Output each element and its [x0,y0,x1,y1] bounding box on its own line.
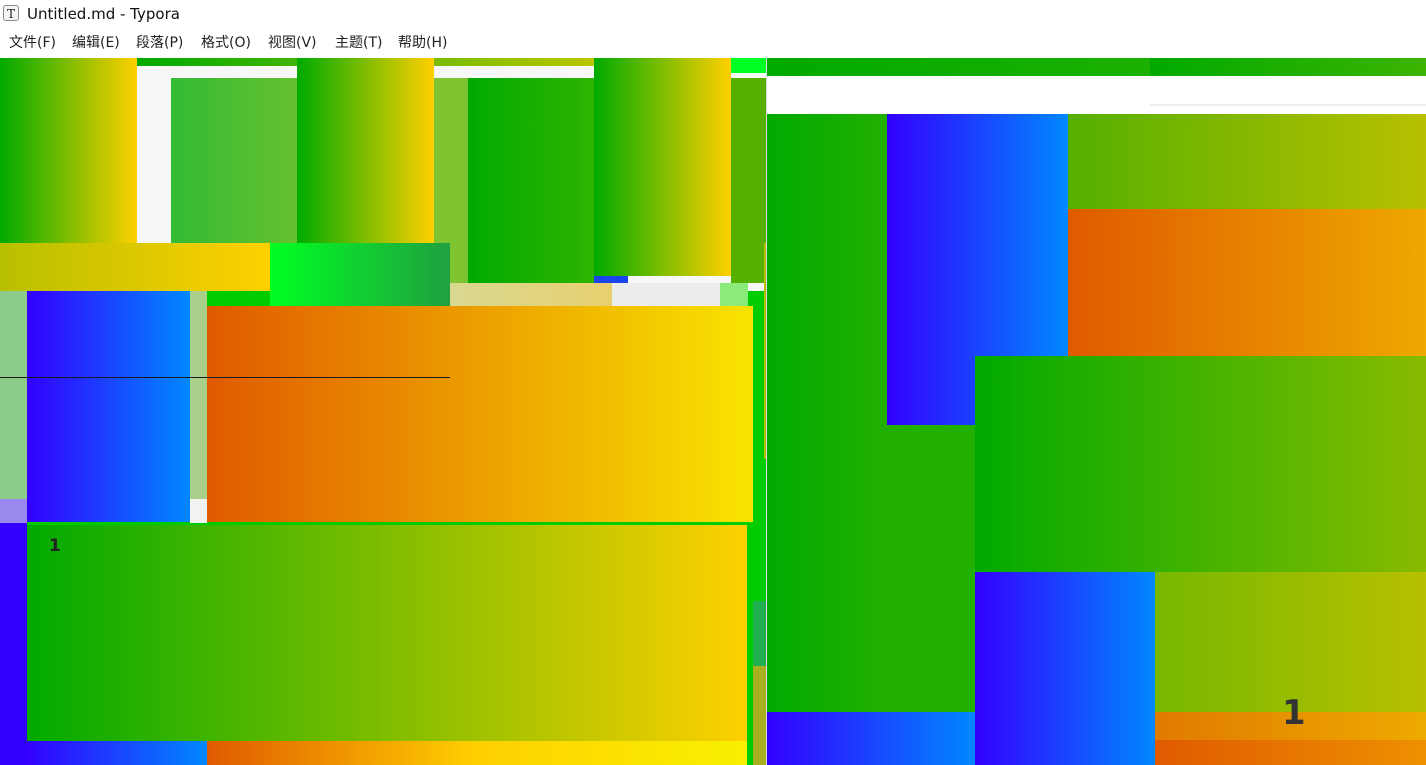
white-chip [190,499,207,523]
lavender-chip [0,499,27,523]
bright-green-tab [731,58,766,73]
pane-divider-line [766,58,767,765]
right-olive-tile [1155,572,1426,712]
right-blue-tile-2 [975,572,1155,765]
teal-sliver [753,601,766,666]
wide-gradient-tile [27,525,747,741]
mint-band [720,283,748,306]
right-marker-number: 1 [1282,693,1306,733]
gradient-tile-2 [297,58,434,243]
top-stripe [136,58,766,66]
menu-paragraph[interactable]: 段落(P) [136,35,184,51]
yellow-band [0,243,270,291]
pale-band [612,283,720,306]
sand-band [450,283,612,306]
right-green-column [767,114,887,712]
title-bar: T Untitled.md - Typora [0,0,1426,30]
menu-edit[interactable]: 编辑(E) [72,35,120,51]
right-blue-strip [767,712,975,765]
right-green-tile [975,356,1426,572]
blue-tile [27,291,190,522]
right-top-stripe-2 [1150,54,1426,76]
gradient-tile-3 [594,58,731,276]
right-orange-strip-2 [1155,740,1426,765]
menu-view[interactable]: 视图(V) [268,35,317,51]
blue-strip-bottom [27,741,207,765]
right-orange-strip [1155,712,1426,740]
orange-tile [207,306,753,522]
right-yellow-band [1068,114,1426,209]
green-square-a [171,78,298,243]
menu-bar: 文件(F) 编辑(E) 段落(P) 格式(O) 视图(V) 主题(T) 帮助(H… [0,30,1426,58]
typora-app-icon: T [3,5,19,21]
menu-format[interactable]: 格式(O) [201,35,251,51]
horizontal-rule [0,377,450,378]
blue-sliver [594,276,628,283]
right-faint-rule [1150,104,1426,106]
menu-help[interactable]: 帮助(H) [398,35,448,51]
gradient-tile-1 [0,58,137,243]
right-green-under-blue [887,425,975,712]
menu-file[interactable]: 文件(F) [9,35,56,51]
green-square-b [468,78,595,283]
green-square-c [731,78,766,283]
pale-green-column [0,291,27,499]
menu-theme[interactable]: 主题(T) [335,35,383,51]
blue-column [0,523,27,765]
orange-strip-bottom [207,741,747,765]
pale-green-column-2 [190,291,207,499]
left-marker-number: 1 [49,536,61,556]
window-title: Untitled.md - Typora [27,5,180,23]
right-orange-band [1068,209,1426,356]
olive-sliver [753,666,766,765]
